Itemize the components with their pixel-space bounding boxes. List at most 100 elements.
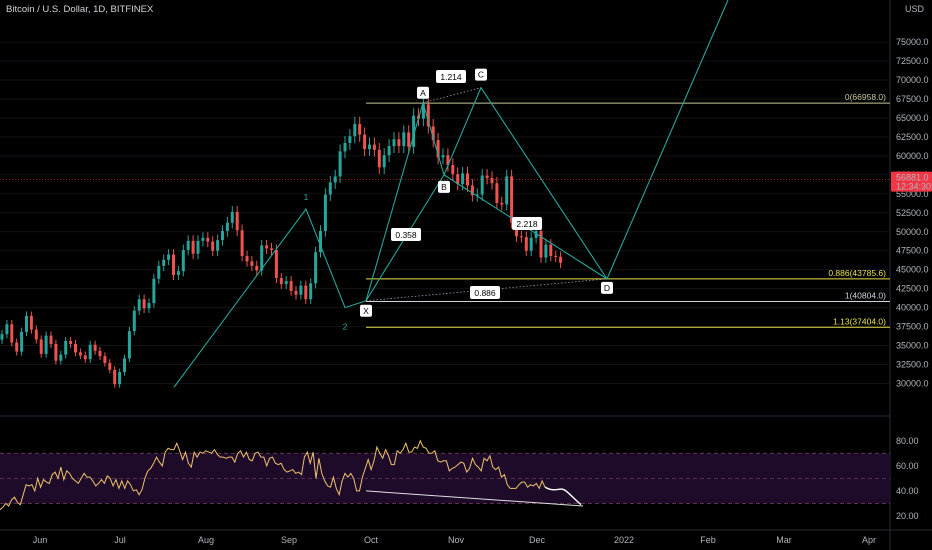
candle-body (147, 303, 151, 309)
price-tick-label: 65000.0 (896, 113, 929, 123)
candle-body (431, 126, 435, 140)
ratio-label-box (436, 70, 466, 83)
candle-body (441, 155, 445, 158)
fib-level-label: 1.13(37404.0) (833, 316, 886, 326)
candle-body (108, 362, 112, 370)
candle-body (103, 356, 107, 363)
candle-body (0, 334, 4, 340)
ratio-label: 0.358 (395, 230, 417, 240)
candle-body (314, 252, 318, 284)
candle-body (382, 155, 386, 168)
candle-body (392, 139, 396, 147)
candle-body (353, 124, 357, 137)
candle-body (348, 136, 352, 144)
candle-body (470, 185, 474, 196)
candle-body (387, 146, 391, 156)
price-tick-label: 40000.0 (896, 303, 929, 313)
pattern-point-box (417, 86, 429, 99)
price-tick-label: 67500.0 (896, 94, 929, 104)
candle-body (39, 339, 43, 354)
candle-body (235, 212, 239, 231)
candle-body (137, 299, 141, 311)
candle-body (49, 335, 53, 345)
candle-body (240, 230, 244, 257)
fib-level-label: 0(66958.0) (845, 92, 886, 102)
price-tick-label: 37500.0 (896, 322, 929, 332)
projection-line[interactable] (606, 0, 729, 280)
candle-body (402, 132, 406, 147)
candle-body (93, 344, 97, 351)
candle-body (490, 177, 494, 184)
time-tick-label: Nov (448, 535, 465, 545)
candle-body (397, 139, 401, 147)
wave-path[interactable] (173, 207, 367, 388)
candle-body (127, 331, 131, 359)
candle-body (10, 324, 14, 343)
candle-body (59, 354, 63, 361)
price-tick-label: 70000.0 (896, 75, 929, 85)
ratio-label: 2.218 (516, 219, 538, 229)
time-tick-label: 2022 (614, 535, 634, 545)
candle-body (64, 340, 68, 355)
candle-body (230, 212, 234, 223)
price-tick-label: 62500.0 (896, 132, 929, 142)
price-tick-label: 52500.0 (896, 208, 929, 218)
candle-body (529, 237, 533, 251)
candle-body (206, 237, 210, 242)
candle-body (475, 194, 479, 196)
candle-body (5, 324, 9, 335)
candle-body (544, 244, 548, 258)
candle-body (534, 230, 538, 238)
candle-body (284, 281, 288, 285)
candle-body (98, 350, 102, 357)
candle-body (495, 183, 499, 203)
candle-body (559, 256, 563, 263)
pattern-point-label: B (441, 182, 447, 192)
price-tick-label: 42500.0 (896, 284, 929, 294)
ratio-label: 1.214 (440, 72, 462, 82)
ratio-label-box (512, 217, 542, 230)
candle-body (309, 283, 313, 300)
price-tick-label: 30000.0 (896, 378, 929, 388)
time-tick-label: Aug (198, 535, 214, 545)
rsi-divergence-line[interactable] (365, 490, 584, 507)
time-tick-label: Jun (33, 535, 48, 545)
pattern-point-label: D (604, 283, 610, 293)
time-tick-label: Jul (114, 535, 126, 545)
candle-body (323, 194, 327, 231)
candle-body (446, 155, 450, 166)
candle-body (480, 175, 484, 195)
pattern-point-box (475, 68, 487, 81)
fib-level-label: 1(40804.0) (845, 291, 886, 301)
price-tick-label: 60000.0 (896, 151, 929, 161)
candle-body (500, 202, 504, 205)
candle-body (426, 104, 430, 127)
price-tick-label: 32500.0 (896, 359, 929, 369)
candle-body (372, 144, 376, 150)
candle-body (554, 256, 558, 258)
price-tick-label: 72500.0 (896, 56, 929, 66)
pattern-point-label: X (363, 306, 369, 316)
candle-body (461, 173, 465, 184)
pattern-point-label: C (478, 70, 484, 80)
rsi-line[interactable] (0, 439, 546, 511)
price-tick-label: 35000.0 (896, 341, 929, 351)
candle-body (123, 358, 126, 373)
candle-body (176, 271, 180, 275)
candle-body (363, 134, 367, 150)
wave-label: 1 (304, 192, 309, 202)
candle-body (29, 315, 33, 330)
candle-body (162, 259, 166, 266)
candle-body (436, 139, 440, 158)
last-price-value: 56881.0 (896, 173, 929, 183)
candle-body (519, 236, 523, 238)
candle-body (333, 176, 337, 183)
currency-label: USD (905, 4, 925, 14)
price-tick-label: 75000.0 (896, 37, 929, 47)
candle-body (279, 278, 283, 285)
candle-body (181, 249, 185, 272)
candle-body (172, 254, 175, 275)
candle-body (299, 285, 303, 295)
candle-body (456, 174, 460, 184)
